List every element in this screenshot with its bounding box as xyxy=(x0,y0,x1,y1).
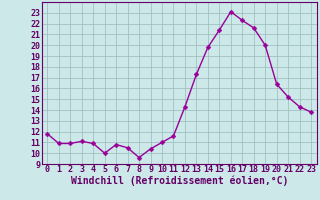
X-axis label: Windchill (Refroidissement éolien,°C): Windchill (Refroidissement éolien,°C) xyxy=(70,176,288,186)
